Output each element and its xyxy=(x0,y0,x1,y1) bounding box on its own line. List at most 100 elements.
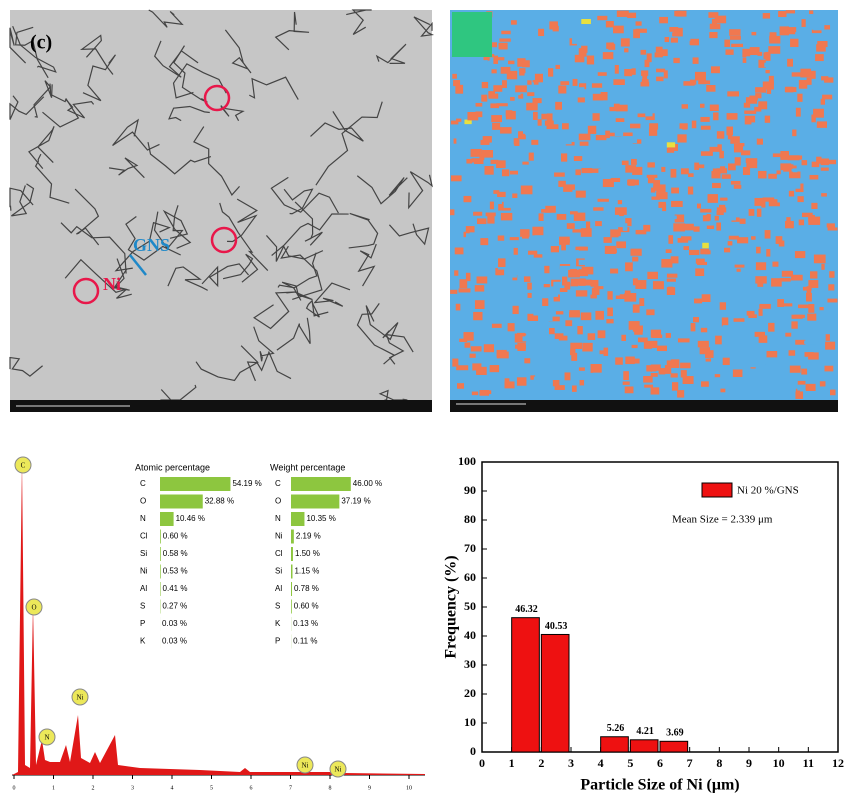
map-pixel xyxy=(667,274,677,278)
map-pixel xyxy=(590,295,596,299)
map-pixel xyxy=(637,98,643,104)
map-pixel xyxy=(491,115,502,122)
map-pixel xyxy=(793,168,798,172)
map-pixel xyxy=(525,129,529,135)
map-pixel xyxy=(563,187,572,192)
map-pixel xyxy=(527,80,531,84)
map-pixel xyxy=(766,249,770,257)
map-pixel xyxy=(578,278,585,285)
map-pixel xyxy=(533,112,538,120)
map-pixel xyxy=(577,87,585,93)
map-pixel xyxy=(825,264,834,272)
map-pixel xyxy=(475,285,484,291)
value-label: 4.21 xyxy=(636,726,654,737)
bar xyxy=(660,741,688,752)
y-tick-label: 50 xyxy=(464,599,476,613)
map-pixel xyxy=(482,82,488,88)
map-pixel xyxy=(815,54,824,61)
map-pixel xyxy=(624,69,632,76)
map-pixel xyxy=(540,339,550,348)
map-pixel xyxy=(499,38,510,41)
map-pixel xyxy=(734,144,743,153)
map-pixel xyxy=(629,321,640,330)
map-pixel xyxy=(818,137,826,142)
map-pixel xyxy=(477,276,488,283)
map-pixel xyxy=(642,75,647,80)
map-pixel xyxy=(764,63,775,67)
map-pixel xyxy=(651,188,655,193)
map-pixel xyxy=(758,18,769,22)
map-pixel xyxy=(605,131,610,138)
map-pixel xyxy=(673,223,685,231)
map-pixel xyxy=(716,222,721,230)
spectrum-tick-label: 6 xyxy=(250,785,253,791)
value-label: 46.32 xyxy=(515,604,538,615)
map-pixel xyxy=(740,219,746,224)
percent-label: 0.11 % xyxy=(293,637,317,646)
map-pixel xyxy=(542,298,548,306)
map-pixel xyxy=(613,26,624,34)
map-pixel xyxy=(728,241,733,245)
map-pixel xyxy=(788,155,800,160)
map-pixel xyxy=(705,350,713,358)
map-pixel xyxy=(709,32,717,38)
map-pixel xyxy=(456,119,461,122)
map-pixel xyxy=(545,206,556,213)
map-pixel xyxy=(700,117,709,122)
map-pixel xyxy=(474,294,485,301)
map-pixel xyxy=(797,94,802,102)
map-pixel xyxy=(511,30,518,34)
percent-bar xyxy=(160,530,161,544)
map-pixel xyxy=(795,391,803,398)
map-pixel xyxy=(755,276,766,283)
element: Si xyxy=(140,549,147,558)
element: P xyxy=(275,637,280,646)
map-pixel xyxy=(722,317,729,326)
y-tick-label: 70 xyxy=(464,541,476,555)
element: Al xyxy=(140,584,147,593)
percent-bar xyxy=(160,495,203,509)
map-pixel xyxy=(547,313,553,321)
map-pixel xyxy=(625,344,631,351)
map-pixel xyxy=(667,142,675,147)
map-pixel xyxy=(598,72,607,76)
map-pixel xyxy=(735,157,741,165)
map-pixel xyxy=(473,312,482,320)
map-pixel xyxy=(757,139,763,145)
map-pixel xyxy=(598,330,606,338)
map-pixel xyxy=(683,246,689,250)
map-pixel xyxy=(606,121,613,125)
map-pixel xyxy=(450,290,457,294)
value-label: 40.53 xyxy=(545,621,568,632)
map-pixel xyxy=(601,92,608,100)
percent-bar xyxy=(291,547,293,561)
map-pixel xyxy=(513,306,519,314)
x-tick-label: 12 xyxy=(832,756,844,770)
map-pixel xyxy=(499,43,508,50)
map-pixel xyxy=(712,264,721,270)
map-pixel xyxy=(484,166,493,175)
map-pixel xyxy=(669,27,678,32)
map-pixel xyxy=(671,38,678,43)
map-pixel xyxy=(651,330,661,338)
map-pixel xyxy=(489,176,499,181)
map-pixel xyxy=(720,302,726,310)
map-pixel xyxy=(708,255,719,261)
map-pixel xyxy=(453,144,463,151)
map-pixel xyxy=(539,213,544,221)
map-pixel xyxy=(693,226,699,231)
map-pixel xyxy=(606,21,614,27)
y-tick-label: 60 xyxy=(464,570,476,584)
map-pixel xyxy=(710,105,719,111)
map-pixel xyxy=(789,164,794,167)
map-pixel xyxy=(792,130,796,137)
map-pixel xyxy=(480,238,488,245)
map-pixel xyxy=(676,11,686,17)
map-pixel xyxy=(746,158,758,163)
map-pixel xyxy=(757,209,762,217)
map-pixel xyxy=(517,377,527,385)
map-pixel xyxy=(625,386,634,393)
map-pixel xyxy=(621,335,626,341)
map-pixel xyxy=(795,251,805,258)
map-pixel xyxy=(731,139,740,142)
